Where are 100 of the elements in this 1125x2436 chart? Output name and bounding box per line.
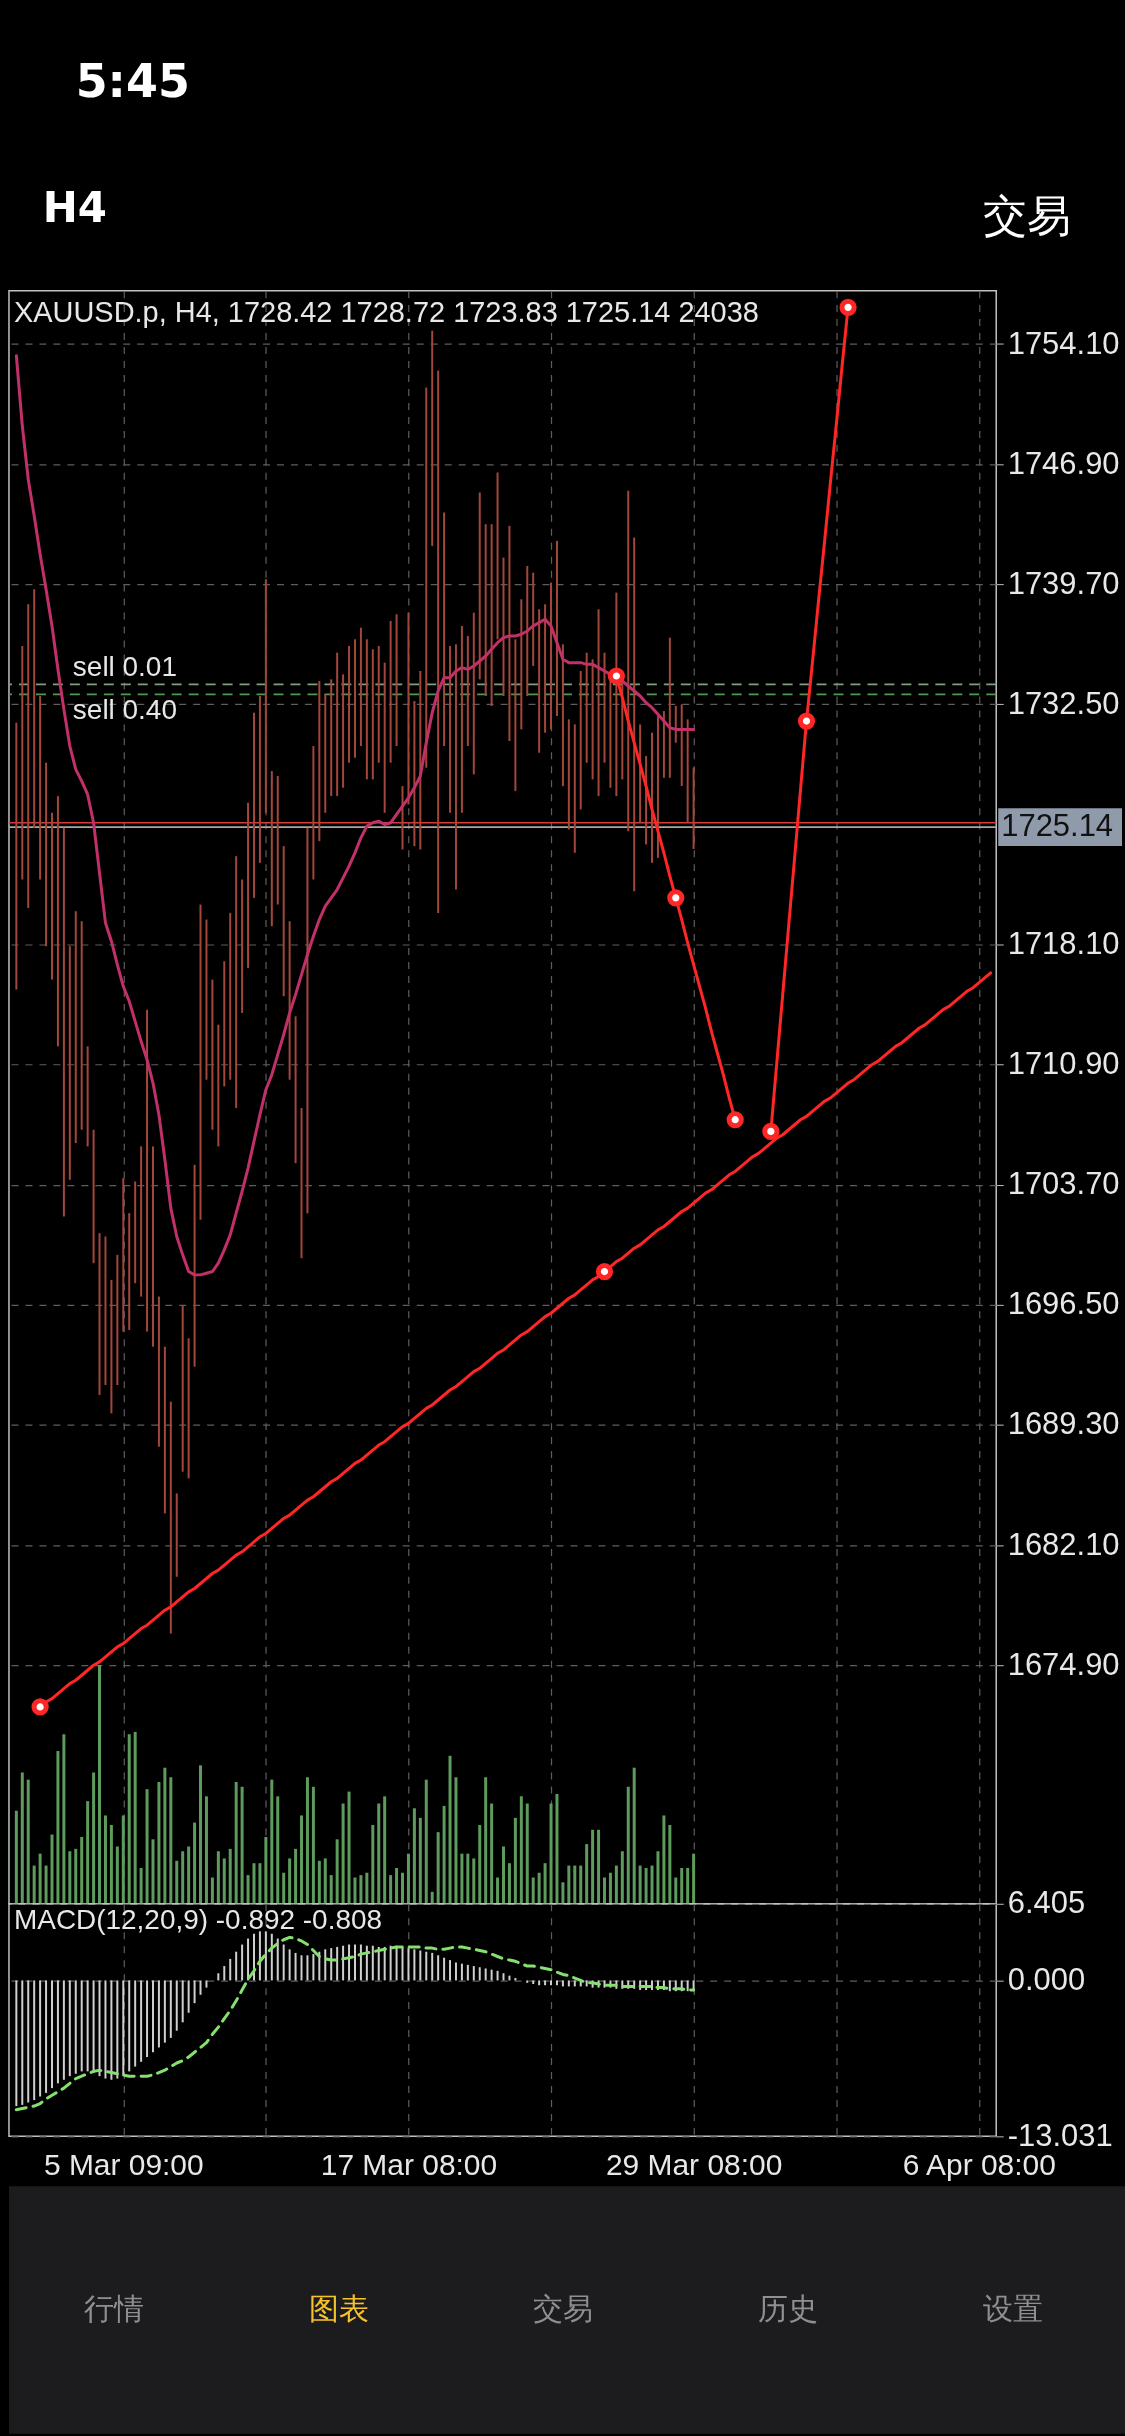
bar	[662, 1815, 666, 1904]
bar	[210, 1877, 214, 1904]
bar	[229, 912, 232, 1080]
bar	[597, 1829, 601, 1904]
bar	[514, 639, 517, 792]
y-tick-label: 1674.90	[1007, 1646, 1120, 1682]
bar	[395, 614, 398, 747]
bar	[264, 1836, 268, 1904]
bar	[86, 1046, 89, 1147]
x-tick-label: 17 Mar 08:00	[320, 2147, 498, 2181]
bar	[341, 1803, 345, 1904]
bar	[443, 1957, 446, 1981]
bar	[347, 1791, 351, 1904]
bar	[294, 1016, 297, 1164]
bar	[656, 1851, 660, 1904]
bar	[205, 919, 208, 1080]
point	[607, 667, 625, 685]
bar	[80, 1836, 84, 1904]
bar	[169, 1401, 172, 1634]
bar	[389, 1945, 392, 1981]
bar	[614, 1865, 618, 1904]
point	[595, 1262, 614, 1281]
bar	[282, 1944, 285, 1981]
bar	[353, 1944, 356, 1981]
bar	[359, 1875, 363, 1904]
bar	[32, 1865, 36, 1904]
bar	[448, 1755, 452, 1904]
bar	[15, 1980, 18, 2107]
bar	[359, 627, 362, 747]
bar	[668, 1980, 671, 1992]
text: 设置	[982, 2291, 1043, 2327]
y-tick-label: 1710.90	[1007, 1046, 1120, 1082]
bar	[573, 1865, 577, 1904]
bar	[543, 1863, 547, 1904]
y-tick-label: 6.405	[1007, 1885, 1086, 1921]
bar	[50, 1834, 54, 1904]
bar	[270, 1779, 274, 1904]
point	[726, 1111, 744, 1129]
bar	[14, 1810, 18, 1904]
bar	[502, 1846, 505, 1904]
bar	[312, 746, 315, 880]
bar	[425, 387, 428, 768]
bar	[412, 1808, 416, 1904]
bar	[157, 1296, 160, 1447]
bar	[437, 370, 440, 913]
bar	[585, 652, 588, 763]
bar	[276, 776, 279, 905]
bar	[430, 1891, 434, 1904]
bar	[74, 1980, 77, 2074]
bar	[169, 1777, 173, 1904]
bar	[466, 1853, 470, 1904]
text: 交易	[533, 2291, 594, 2327]
bar	[442, 1805, 446, 1904]
bar	[235, 1951, 238, 1981]
bar	[329, 1875, 333, 1904]
bar	[282, 846, 285, 997]
bar	[519, 1796, 523, 1904]
bar	[205, 1980, 208, 1988]
bar	[484, 1777, 488, 1904]
bar	[38, 1853, 42, 1904]
bar	[383, 1946, 386, 1981]
bar	[472, 1858, 476, 1904]
bar	[538, 1980, 541, 1986]
bar	[139, 1867, 143, 1904]
bar	[585, 1980, 588, 1987]
bar	[240, 1786, 244, 1904]
bar	[538, 609, 541, 753]
bar	[389, 1875, 393, 1904]
bar	[526, 1980, 529, 1983]
bar	[133, 1731, 137, 1904]
bar	[128, 1213, 131, 1330]
bar	[98, 1665, 102, 1904]
bar	[478, 1825, 482, 1904]
bar	[591, 1829, 595, 1904]
bar	[157, 1782, 161, 1904]
bar	[103, 1815, 107, 1904]
bar	[247, 802, 250, 968]
bar	[98, 1233, 101, 1395]
bar	[204, 1796, 208, 1904]
bar	[140, 1980, 143, 2062]
bar	[294, 1952, 297, 1981]
bar	[276, 1796, 280, 1904]
bar	[44, 1865, 48, 1904]
bar	[223, 961, 226, 1087]
ref-line-label: sell 0.01	[72, 651, 177, 683]
bar	[74, 911, 77, 1144]
ref-line-label: sell 0.40	[72, 694, 177, 726]
bar	[92, 1129, 95, 1264]
bar	[609, 679, 612, 788]
chart-title: MACD(12,20,9) -0.892 -0.808	[13, 1903, 383, 1935]
bar	[525, 1803, 529, 1904]
bar	[115, 1846, 119, 1904]
bar	[169, 1980, 172, 2038]
bar	[288, 921, 291, 1080]
bar	[674, 1877, 678, 1904]
bar	[134, 1181, 137, 1284]
bar	[128, 1980, 131, 2072]
bar	[15, 722, 18, 990]
bar	[140, 1146, 143, 1297]
bar	[223, 1966, 226, 1981]
